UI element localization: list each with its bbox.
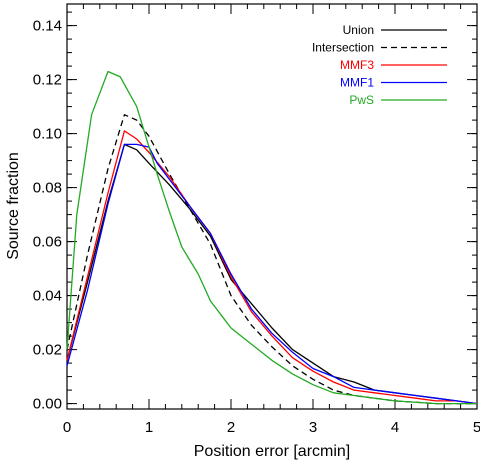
x-tick-label: 5 (473, 419, 480, 436)
y-axis-title: Source fraction (5, 152, 22, 260)
x-tick-label: 0 (63, 419, 71, 436)
legend-label-union: Union (343, 23, 374, 37)
x-tick-labels: 0 1 2 3 4 5 (63, 419, 480, 436)
series-lines (66, 70, 478, 405)
x-axis-title: Position error [arcmin] (194, 443, 351, 460)
legend-label-intersection: Intersection (312, 41, 374, 55)
series-line-mmf1 (66, 143, 478, 405)
y-tick-labels: 0.00 0.02 0.04 0.06 0.08 0.10 0.12 0.14 (33, 18, 62, 413)
x-tick-label: 2 (227, 419, 235, 436)
y-tick-label: 0.08 (33, 180, 62, 197)
y-tick-label: 0.00 (33, 396, 62, 413)
series-line-mmf3 (66, 130, 478, 405)
legend: Union Intersection MMF3 MMF1 PwS (312, 23, 447, 107)
plot-frame (66, 3, 478, 410)
x-tick-label: 4 (391, 419, 399, 436)
legend-label-mmf3: MMF3 (340, 58, 374, 72)
y-tick-label: 0.10 (33, 126, 62, 143)
x-tick-label: 3 (309, 419, 317, 436)
y-tick-label: 0.04 (33, 288, 62, 305)
ticks (66, 4, 478, 409)
y-tick-label: 0.14 (33, 18, 62, 35)
x-tick-label: 1 (145, 419, 153, 436)
series-line-pws (66, 70, 477, 405)
y-tick-label: 0.12 (33, 72, 62, 89)
y-tick-label: 0.02 (33, 342, 62, 359)
series-line-union (66, 143, 478, 405)
legend-label-pws: PwS (349, 93, 374, 107)
legend-label-mmf1: MMF1 (340, 76, 374, 90)
y-tick-label: 0.06 (33, 234, 62, 251)
